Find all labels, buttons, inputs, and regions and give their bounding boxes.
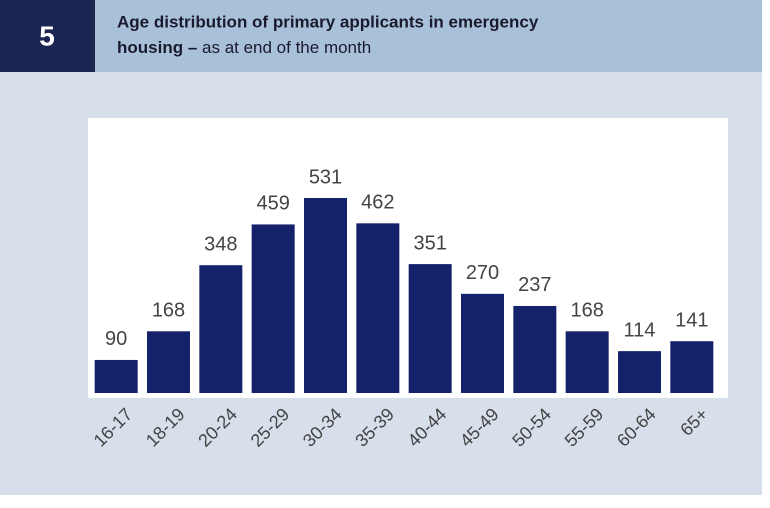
bar [356,223,400,393]
subtitle-text: as at end of the month [202,38,371,57]
bar [304,198,347,393]
data-label: 141 [675,310,708,332]
data-label: 237 [518,274,551,296]
data-label: 348 [204,233,237,255]
bar [670,341,714,393]
bar [199,265,243,393]
data-label: 462 [361,192,394,214]
data-label: 168 [570,300,603,322]
figure-number-box [0,0,95,72]
data-label: 114 [624,319,656,341]
header-band [95,0,762,72]
bar [408,264,452,393]
bar [251,224,295,393]
data-label: 168 [152,300,185,322]
figure-number: 5 [39,20,55,51]
data-label: 459 [256,193,289,215]
bar [147,331,190,393]
data-label: 270 [466,262,499,284]
bar [94,359,138,393]
bar [618,351,661,393]
bar [565,331,609,393]
chart-subtitle: housing – as at end of the month [117,38,371,57]
chart-title: Age distribution of primary applicants i… [117,12,539,31]
title-word: housing – [117,38,197,57]
bar [513,305,557,393]
bar [461,293,504,393]
data-label: 351 [413,232,446,254]
data-label: 90 [105,328,127,350]
data-label: 531 [309,166,342,188]
